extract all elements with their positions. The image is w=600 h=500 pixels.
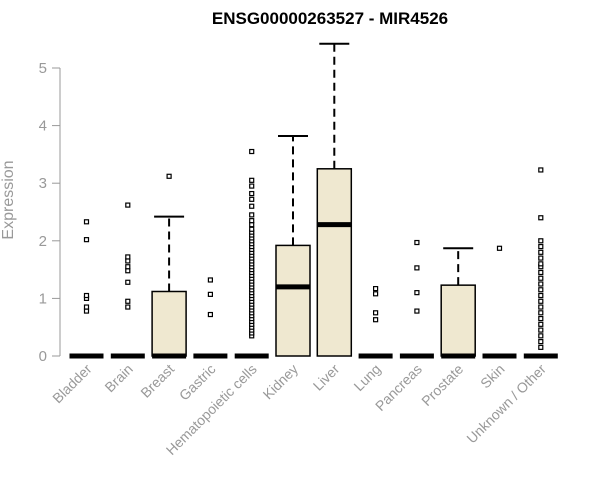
outlier-point bbox=[538, 255, 544, 261]
x-tick-label: Skin bbox=[477, 361, 508, 392]
box-body bbox=[440, 284, 476, 357]
outlier-point bbox=[249, 218, 255, 224]
outlier-point bbox=[207, 277, 213, 283]
outlier-point bbox=[83, 304, 90, 310]
x-tick-label: Kidney bbox=[260, 361, 302, 403]
outlier-point bbox=[207, 291, 213, 297]
outlier-point bbox=[249, 222, 255, 228]
box-hematopoietic-cells bbox=[234, 148, 269, 359]
outlier-point bbox=[125, 264, 131, 270]
box-pancreas bbox=[399, 239, 434, 359]
y-axis-label: Expression bbox=[0, 160, 17, 239]
outlier-point bbox=[249, 203, 255, 209]
outlier-point bbox=[538, 310, 544, 316]
outlier-point bbox=[538, 261, 544, 267]
outlier-point bbox=[249, 226, 255, 232]
outlier-point bbox=[83, 219, 90, 225]
y-tick-label: 5 bbox=[39, 60, 47, 77]
y-tick-label: 0 bbox=[39, 348, 47, 365]
outlier-point bbox=[83, 292, 90, 299]
outlier-point bbox=[538, 249, 544, 255]
outlier-point bbox=[538, 243, 544, 250]
box-body bbox=[151, 290, 187, 357]
outlier-point bbox=[83, 308, 90, 314]
y-tick-label: 1 bbox=[39, 290, 47, 307]
outlier-point bbox=[414, 265, 420, 271]
outlier-point bbox=[249, 183, 255, 189]
box-unknown-other bbox=[523, 167, 558, 359]
outlier-point bbox=[125, 304, 131, 310]
outlier-point bbox=[496, 245, 503, 251]
chart-title: ENSG00000263527 - MIR4526 bbox=[212, 9, 448, 28]
x-tick-label: Lung bbox=[350, 361, 383, 394]
box-prostate bbox=[440, 247, 476, 359]
outlier-point bbox=[125, 202, 131, 208]
outlier-point bbox=[207, 311, 213, 318]
outlier-point bbox=[538, 315, 544, 322]
outlier-point bbox=[538, 287, 544, 293]
outlier-point bbox=[166, 173, 172, 179]
outlier-point bbox=[538, 333, 544, 339]
outlier-point bbox=[538, 344, 544, 350]
x-tick-label: Breast bbox=[137, 361, 177, 401]
x-tick-label: Liver bbox=[310, 361, 343, 394]
y-tick-label: 4 bbox=[39, 118, 47, 135]
x-tick-label: Prostate bbox=[418, 361, 466, 409]
box-lung bbox=[358, 286, 393, 359]
outlier-point bbox=[538, 215, 544, 221]
outlier-point bbox=[373, 310, 379, 316]
outlier-point bbox=[125, 258, 131, 264]
outlier-point bbox=[414, 308, 420, 314]
outlier-point bbox=[538, 304, 544, 310]
x-tick-label: Bladder bbox=[49, 361, 95, 407]
outlier-point bbox=[538, 321, 544, 327]
box-breast bbox=[151, 173, 187, 359]
box-body bbox=[275, 244, 311, 357]
outlier-point bbox=[538, 281, 544, 287]
outlier-point bbox=[373, 286, 379, 292]
outlier-point bbox=[249, 177, 255, 183]
outlier-point bbox=[538, 298, 544, 304]
box-series bbox=[69, 42, 558, 359]
outlier-point bbox=[414, 290, 420, 296]
outlier-point bbox=[538, 269, 544, 276]
box-body bbox=[316, 168, 353, 357]
outlier-point bbox=[125, 298, 131, 304]
outlier-point bbox=[249, 148, 255, 155]
outlier-point bbox=[414, 239, 420, 246]
outlier-point bbox=[125, 254, 131, 260]
outlier-point bbox=[538, 292, 544, 299]
y-tick-label: 2 bbox=[39, 233, 47, 250]
outlier-point bbox=[249, 212, 255, 218]
box-skin bbox=[482, 245, 517, 359]
outlier-point bbox=[249, 196, 255, 202]
box-brain bbox=[110, 202, 145, 359]
box-gastric bbox=[193, 277, 228, 359]
box-liver bbox=[316, 42, 353, 357]
outlier-point bbox=[538, 275, 544, 281]
box-bladder bbox=[69, 219, 104, 359]
y-axis: 0 1 2 3 4 5 bbox=[39, 60, 61, 365]
outlier-point bbox=[373, 291, 379, 297]
y-tick-label: 3 bbox=[39, 175, 47, 192]
outlier-point bbox=[538, 327, 544, 333]
outlier-point bbox=[125, 268, 131, 274]
outlier-point bbox=[538, 339, 544, 345]
outlier-point bbox=[249, 190, 255, 197]
outlier-point bbox=[538, 167, 544, 173]
box-kidney bbox=[275, 134, 311, 357]
outlier-point bbox=[83, 237, 90, 243]
x-tick-label: Brain bbox=[101, 361, 135, 395]
outlier-point bbox=[125, 279, 131, 285]
outlier-point bbox=[373, 317, 379, 323]
outlier-point bbox=[538, 238, 544, 244]
